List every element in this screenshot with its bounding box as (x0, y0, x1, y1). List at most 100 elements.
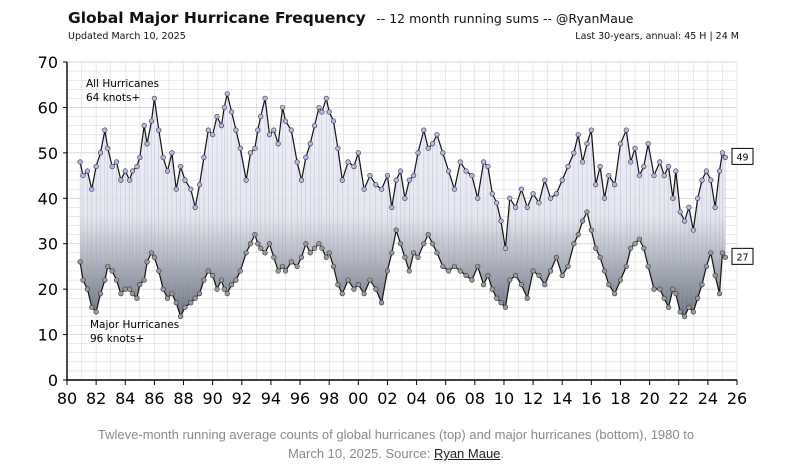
all-hurricanes-point (559, 177, 565, 183)
source-link[interactable]: Ryan Maue (433, 446, 501, 461)
all-hurricanes-point (681, 218, 688, 224)
y-tick-label: 0 (48, 371, 58, 390)
x-tick-label: 12 (523, 389, 543, 408)
all-hurricanes-point (129, 168, 136, 174)
major-hurricanes-point (113, 277, 120, 283)
all-hurricanes-point (429, 141, 436, 147)
major-hurricanes-point (451, 263, 458, 270)
major-hurricanes-point (214, 286, 220, 292)
all-hurricanes-point (593, 182, 599, 188)
major-hurricanes-point (303, 241, 309, 247)
x-tick-label: 20 (639, 389, 659, 408)
all-hurricanes-point (661, 172, 667, 179)
major-hurricanes-point (507, 277, 513, 283)
all-hurricanes-point (530, 191, 536, 197)
major-hurricanes-point (440, 263, 446, 270)
major-hurricanes-point (345, 277, 351, 283)
all-hurricanes-point (266, 132, 273, 138)
all-hurricanes-point (233, 127, 239, 133)
x-tick-label: 96 (290, 389, 310, 408)
major-hurricanes-point (475, 263, 481, 270)
major-hurricanes-point (571, 241, 577, 247)
all-hurricanes-point (127, 177, 133, 183)
major-hurricanes-point (425, 232, 431, 238)
all-hurricanes-point (708, 177, 714, 183)
all-hurricanes-point (77, 159, 83, 165)
major-hurricanes-point (547, 268, 554, 274)
major-hurricanes-point (312, 245, 318, 251)
all-hurricanes-point (457, 159, 463, 165)
major-hurricanes-point (415, 254, 421, 260)
major-hurricanes-point (498, 300, 504, 306)
all-hurricanes-point (122, 168, 128, 174)
all-hurricanes-point (323, 95, 329, 101)
all-hurricanes-point (118, 177, 124, 183)
all-hurricanes-point (294, 159, 300, 165)
major-hurricanes-point (129, 291, 136, 297)
x-tick-label: 86 (144, 389, 164, 408)
all-hurricanes-point (657, 159, 663, 165)
all-hurricanes-point (196, 182, 203, 188)
updated-date: Updated March 10, 2025 (68, 31, 186, 42)
major-hurricanes-point (141, 277, 147, 283)
major-hurricanes-line (79, 210, 726, 319)
major-hurricanes-point (247, 241, 254, 247)
major-hurricanes-point (173, 300, 179, 306)
major-hurricanes-point (218, 277, 224, 283)
major-hurricanes-point (699, 282, 705, 288)
major-hurricanes-point (623, 263, 629, 270)
all-hurricanes-point (275, 141, 281, 147)
all-hurricanes-point (316, 104, 322, 111)
all-hurricanes-point (288, 127, 294, 133)
major-hurricanes-point (275, 268, 281, 274)
all-hurricanes-point (303, 154, 309, 160)
all-hurricanes-point (367, 172, 373, 179)
y-tick-label: 20 (38, 280, 58, 299)
major-hurricanes-point (262, 250, 268, 256)
major-hurricanes-point (530, 268, 536, 274)
major-hurricanes-point (379, 300, 385, 306)
major-hurricanes-markers (77, 209, 728, 320)
major-hurricanes-point (513, 272, 519, 279)
major-hurricanes-point (406, 268, 412, 274)
major-hurricanes-point (355, 282, 361, 288)
major-hurricanes-point (494, 295, 500, 301)
major-hurricanes-point (373, 286, 379, 292)
all-hurricanes-point (485, 163, 491, 170)
caption-text: Twleve-month running average counts of g… (97, 427, 695, 461)
x-tick-label: 18 (610, 389, 630, 408)
major-hurricanes-point (480, 282, 487, 288)
all-hurricanes-point (632, 145, 638, 151)
major-hurricanes-point (109, 268, 115, 274)
major-hurricanes-point (584, 209, 590, 215)
all-hurricanes-point (524, 204, 530, 210)
major-hurricanes-point (429, 241, 436, 247)
all-hurricanes-point (513, 204, 519, 210)
all-hurricanes-point (425, 145, 431, 151)
major-hurricanes-point (77, 259, 83, 265)
major-hurricanes-point (665, 304, 672, 310)
major-hurricanes-point (271, 254, 277, 260)
major-hurricanes-point (93, 309, 99, 315)
all-hurricanes-point (402, 195, 408, 201)
major-hurricanes-point (661, 295, 667, 301)
major-hurricanes-point (434, 250, 440, 256)
all-hurricanes-point (489, 191, 495, 197)
y-tick-label: 10 (38, 326, 58, 345)
all-hurricanes-point (137, 154, 143, 160)
all-hurricanes-point (192, 204, 198, 210)
major-hurricanes-point (326, 250, 332, 256)
all-hurricanes-point (271, 127, 277, 133)
all-hurricanes-point (351, 163, 357, 170)
major-hurricanes-point (192, 295, 198, 301)
band-fill (80, 93, 726, 317)
major-hurricanes-point (673, 291, 679, 297)
all-hurricanes-point (169, 150, 175, 156)
caption-end: . (500, 446, 505, 461)
major-hurricanes-point (716, 291, 723, 297)
all-hurricanes-point (565, 163, 571, 170)
major-hurricanes-point (524, 295, 530, 301)
all-hurricanes-point (463, 168, 469, 174)
major-hurricanes-point (228, 282, 235, 288)
all-hurricanes-markers (77, 91, 728, 251)
